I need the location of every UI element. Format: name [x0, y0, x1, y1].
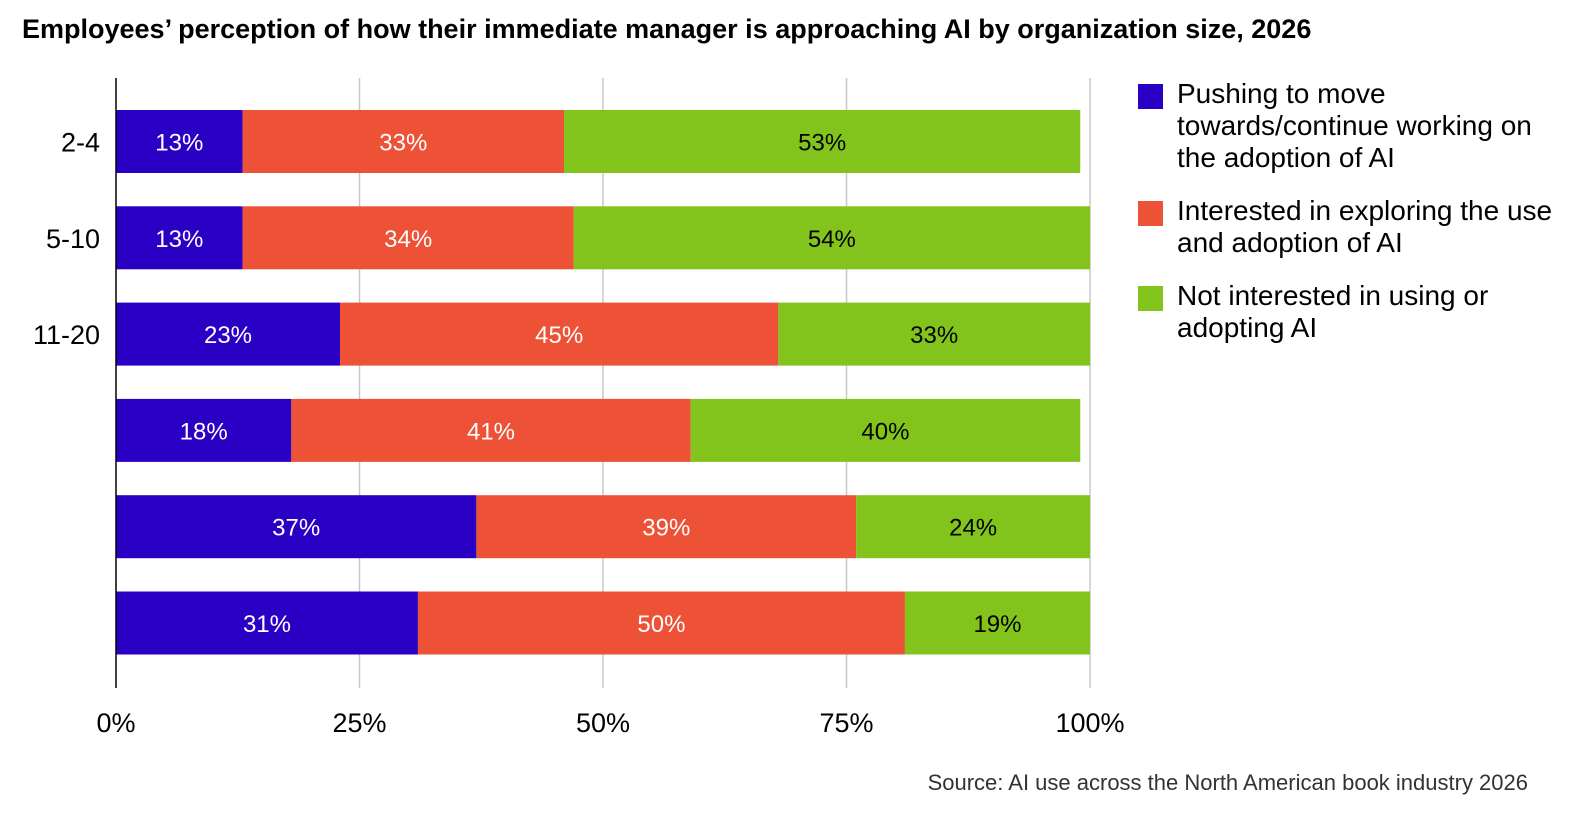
- data-label: 23%: [204, 322, 252, 349]
- data-label: 41%: [467, 418, 515, 445]
- data-label: 18%: [180, 418, 228, 445]
- bar-segment: [340, 302, 779, 366]
- bar-segment: [242, 206, 574, 270]
- legend-label: Pushing to move towards/continue working…: [1177, 78, 1532, 173]
- category-label: 11-20: [33, 320, 100, 350]
- legend-swatch: [1138, 201, 1163, 226]
- data-label: 37%: [272, 515, 320, 542]
- data-label: 13%: [155, 226, 203, 253]
- bar-segment: [564, 110, 1081, 173]
- data-label: 40%: [861, 418, 909, 445]
- data-label: 33%: [910, 322, 958, 349]
- bar-segment: [116, 591, 418, 655]
- x-tick-label: 25%: [332, 708, 386, 738]
- bar-segment: [116, 110, 243, 173]
- data-label: 54%: [808, 226, 856, 253]
- bar-segment: [476, 495, 857, 559]
- legend-label: Interested in exploring the use and adop…: [1177, 195, 1553, 258]
- data-label: 31%: [243, 611, 291, 638]
- x-tick-label: 50%: [576, 708, 630, 738]
- data-label: 24%: [949, 515, 997, 542]
- bar-segment: [291, 398, 691, 462]
- legend-swatch: [1138, 84, 1163, 109]
- data-label: 13%: [155, 130, 203, 157]
- data-label: 34%: [384, 226, 432, 253]
- x-tick-label: 0%: [96, 708, 135, 738]
- bar-segment: [116, 206, 243, 270]
- bar-segment: [573, 206, 1090, 270]
- x-tick-label: 100%: [1055, 708, 1124, 738]
- bar-segment: [904, 591, 1090, 655]
- legend: Pushing to move towards/continue working…: [1138, 78, 1578, 365]
- bar-segment: [116, 302, 341, 366]
- axes: 0% 25% 50% 75% 100% 2-4 5-10 11-20: [33, 78, 1125, 738]
- category-label: 5-10: [46, 224, 100, 254]
- legend-swatch: [1138, 286, 1163, 311]
- legend-item: Not interested in using or adopting AI: [1138, 280, 1578, 344]
- data-label: 53%: [798, 130, 846, 157]
- data-label: 33%: [379, 130, 427, 157]
- legend-label: Not interested in using or adopting AI: [1177, 280, 1489, 343]
- bar-segment: [116, 495, 477, 559]
- data-label: 45%: [535, 322, 583, 349]
- gridlines: [358, 78, 1091, 688]
- bar-segment: [116, 398, 292, 462]
- data-label: 50%: [637, 611, 685, 638]
- legend-item: Interested in exploring the use and adop…: [1138, 195, 1578, 259]
- x-tick-label: 75%: [819, 708, 873, 738]
- bar-segment: [778, 302, 1090, 366]
- bar-segment: [242, 110, 565, 173]
- chart-title: Employees’ perception of how their immed…: [22, 14, 1312, 44]
- category-label: 2-4: [61, 128, 100, 158]
- legend-item: Pushing to move towards/continue working…: [1138, 78, 1578, 174]
- bar-segment: [690, 398, 1081, 462]
- bar-segment: [417, 591, 905, 655]
- source-note: Source: AI use across the North American…: [927, 770, 1528, 795]
- data-label: 39%: [642, 515, 690, 542]
- bars: 13% 33% 53% 13% 34% 54% 23% 45% 33% 18% 41% 40% 37% 3…: [116, 110, 1090, 655]
- data-label: 19%: [973, 611, 1021, 638]
- bar-segment: [856, 495, 1090, 559]
